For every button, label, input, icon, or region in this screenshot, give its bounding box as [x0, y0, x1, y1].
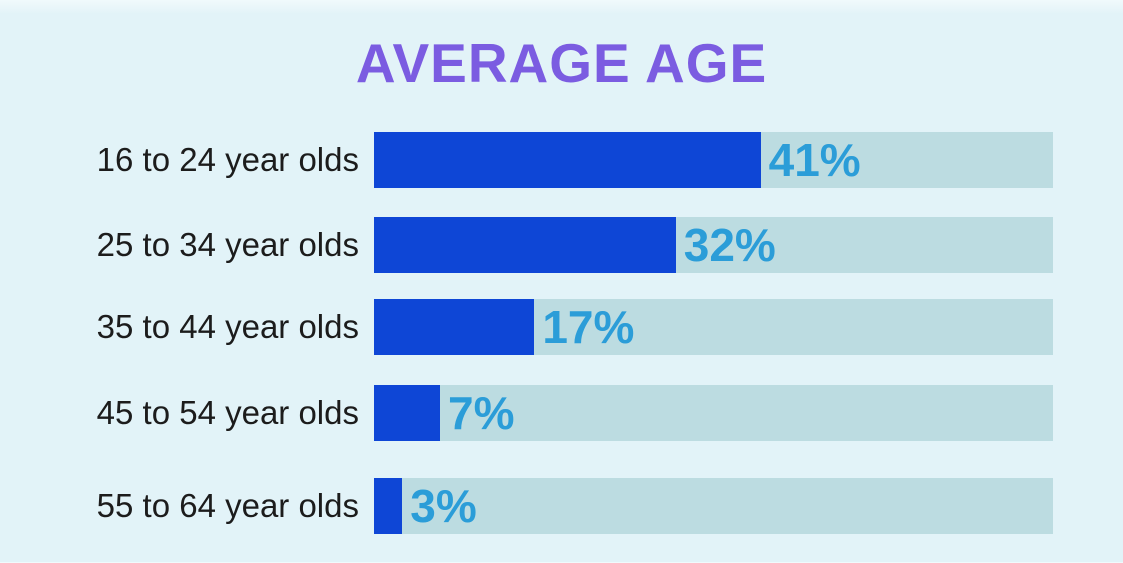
- bar-track: 32%: [374, 217, 1053, 273]
- category-label: 45 to 54 year olds: [96, 394, 359, 431]
- value-label: 41%: [768, 134, 861, 186]
- bar-fill: [374, 132, 761, 188]
- category-label: 55 to 64 year olds: [96, 487, 359, 524]
- bar-fill: [374, 385, 440, 441]
- bar-row: 16 to 24 year olds 41%: [0, 132, 1123, 188]
- category-label: 35 to 44 year olds: [96, 308, 359, 345]
- bar-fill: [374, 299, 535, 355]
- category-label: 16 to 24 year olds: [96, 141, 359, 178]
- value-label: 3%: [410, 480, 477, 532]
- bar-chart: 16 to 24 year olds 41% 25 to 34 year old…: [0, 132, 1123, 563]
- bar-fill: [374, 217, 676, 273]
- bar-row: 55 to 64 year olds 3%: [0, 478, 1123, 534]
- value-label: 7%: [448, 387, 515, 439]
- bar-track: 7%: [374, 385, 1053, 441]
- value-label: 17%: [542, 301, 635, 353]
- bar-fill: [374, 478, 403, 534]
- bar-row: 35 to 44 year olds 17%: [0, 299, 1123, 355]
- value-label: 32%: [683, 219, 776, 271]
- bar-track: 3%: [374, 478, 1053, 534]
- bar-track: 17%: [374, 299, 1053, 355]
- bar-track: 41%: [374, 132, 1053, 188]
- bar-row: 25 to 34 year olds 32%: [0, 217, 1123, 273]
- bar-row: 45 to 54 year olds 7%: [0, 385, 1123, 441]
- category-label: 25 to 34 year olds: [96, 226, 359, 263]
- chart-title: AVERAGE AGE: [355, 32, 768, 94]
